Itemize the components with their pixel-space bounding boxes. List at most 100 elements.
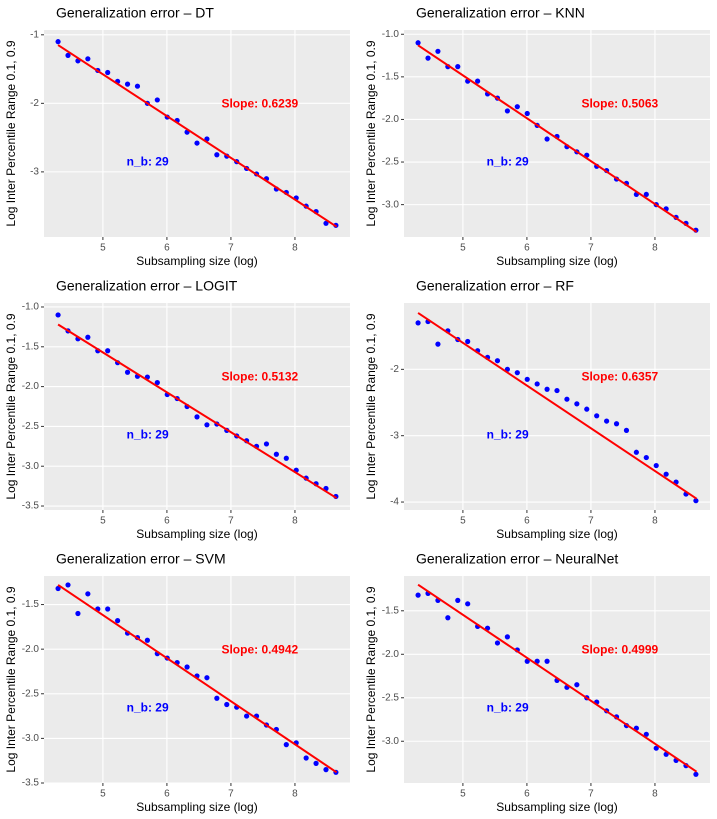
x-tick-label: 8 [292, 789, 298, 800]
point [534, 658, 540, 664]
y-tick-label: -1 [30, 29, 39, 40]
fit-line [417, 583, 698, 773]
annotation: Slope: 0.6239 [221, 97, 298, 111]
x-tick-label: 5 [100, 789, 106, 800]
point [663, 471, 669, 477]
point [85, 591, 91, 597]
point [115, 618, 121, 624]
x-tick-label: 6 [164, 243, 170, 254]
y-tick-label: -1.0 [382, 29, 400, 40]
y-tick-label: -3.0 [382, 199, 400, 210]
point [184, 664, 190, 670]
annotation: Slope: 0.4999 [581, 643, 658, 657]
point [633, 449, 639, 455]
x-axis-title: Subsampling size (log) [136, 527, 257, 541]
y-tick-label: -2.5 [22, 421, 40, 432]
x-tick-label: 8 [652, 243, 658, 254]
point [323, 767, 329, 773]
x-tick-label: 8 [292, 243, 298, 254]
point [204, 422, 210, 428]
y-tick-label: -3.5 [22, 778, 40, 789]
y-tick-label: -2.0 [22, 644, 40, 655]
point [55, 39, 61, 45]
x-tick-label: 8 [652, 516, 658, 527]
chart-title: Generalization error – NeuralNet [416, 551, 618, 567]
annotation: n_b: 29 [487, 155, 529, 169]
point [544, 658, 550, 664]
point [475, 78, 481, 84]
y-tick-label: -2.0 [382, 114, 400, 125]
x-tick-label: 7 [228, 243, 234, 254]
x-tick-label: 6 [164, 789, 170, 800]
point [504, 108, 510, 114]
point [653, 462, 659, 469]
x-tick-label: 7 [228, 789, 234, 800]
x-tick-label: 6 [524, 789, 530, 800]
point [303, 755, 309, 761]
point [494, 640, 501, 646]
point [105, 606, 111, 612]
annotation: n_b: 29 [127, 428, 169, 442]
y-tick-label: -2.5 [382, 157, 400, 168]
point [65, 582, 71, 588]
y-axis-title: Log Inter Percentile Range 0.1, 0.9 [364, 40, 378, 226]
point [55, 312, 61, 318]
point [154, 97, 160, 103]
panel: Generalization error – KNN -3.0 -2.5 -2.0 -1… [364, 5, 710, 268]
y-tick-label: -3 [390, 430, 399, 441]
point [544, 136, 550, 142]
y-tick-label: -1.5 [22, 599, 40, 610]
point [194, 414, 200, 420]
chart-title: Generalization error – LOGIT [56, 278, 238, 294]
point [594, 413, 600, 419]
panel: Generalization error – RF -4 -3 -2 5 6 7 8 Subsa… [364, 278, 710, 541]
chart-title: Generalization error – KNN [416, 5, 585, 21]
point [504, 634, 510, 640]
point [564, 396, 570, 402]
x-axis-title: Subsampling size (log) [496, 254, 617, 268]
x-tick-label: 5 [460, 789, 466, 800]
x-tick-label: 8 [292, 516, 298, 527]
x-tick-label: 6 [164, 516, 170, 527]
y-tick-label: -3.0 [22, 733, 40, 744]
y-tick-label: -3.5 [22, 501, 40, 512]
point [415, 320, 421, 326]
panel: Generalization error – DT -3 -2 -1 5 6 7 8 Subsa… [4, 5, 350, 268]
y-tick-label: -3 [30, 167, 39, 178]
point [415, 40, 421, 46]
y-axis-title: Log Inter Percentile Range 0.1, 0.9 [4, 586, 18, 772]
y-tick-label: -1.5 [382, 605, 400, 616]
y-tick-label: -1.0 [22, 302, 40, 313]
point [465, 601, 471, 607]
point [194, 140, 200, 146]
y-tick-label: -2.5 [22, 688, 40, 699]
point [85, 56, 91, 62]
point [514, 370, 520, 376]
point [554, 387, 560, 394]
point [244, 713, 250, 719]
x-tick-label: 7 [588, 516, 594, 527]
annotation: Slope: 0.4942 [221, 643, 298, 657]
annotation: n_b: 29 [487, 428, 529, 442]
fit-line [57, 323, 338, 499]
point [574, 401, 580, 407]
point [693, 771, 699, 777]
annotation: Slope: 0.6357 [581, 370, 658, 384]
panel: Generalization error – LOGIT -3.5 -3.0 -2.5… [4, 278, 350, 541]
point [273, 451, 279, 457]
y-tick-label: -1.5 [22, 341, 40, 352]
fit-line [57, 44, 338, 228]
point [214, 152, 220, 158]
y-axis-title: Log Inter Percentile Range 0.1, 0.9 [4, 313, 18, 499]
x-tick-label: 5 [460, 243, 466, 254]
point [445, 615, 451, 621]
y-tick-label: -2 [30, 98, 39, 109]
point [283, 742, 289, 748]
point [455, 64, 461, 70]
x-tick-label: 6 [524, 243, 530, 254]
y-tick-label: -2.0 [22, 381, 40, 392]
point [124, 81, 131, 87]
x-axis-title: Subsampling size (log) [136, 800, 257, 814]
point [224, 701, 230, 708]
x-tick-label: 5 [460, 516, 466, 527]
